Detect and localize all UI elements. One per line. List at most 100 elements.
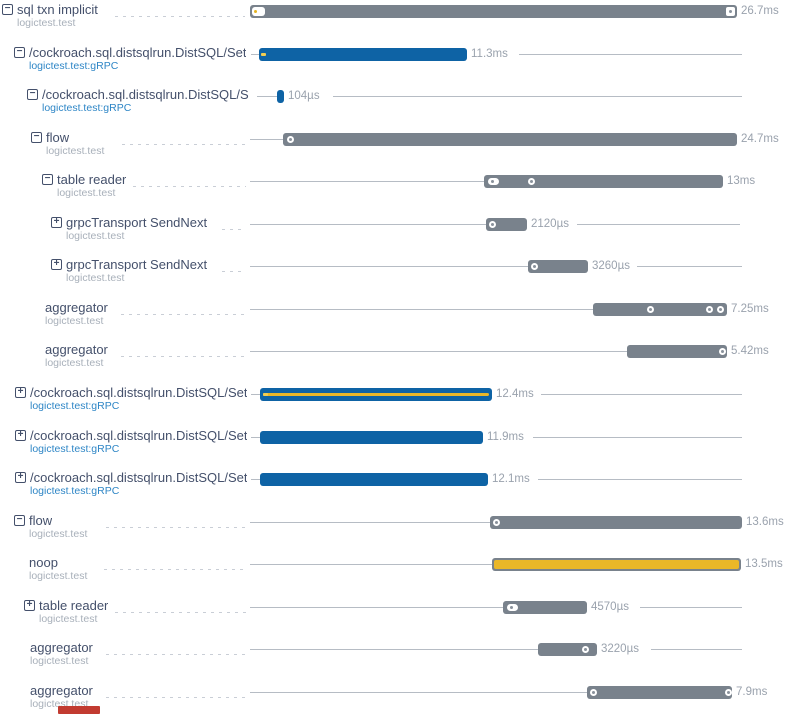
context-line-before <box>257 96 277 97</box>
span-label-block: aggregator logictest.test <box>45 299 108 328</box>
span-bar[interactable] <box>503 601 587 614</box>
context-line-after <box>519 54 742 55</box>
leader-dashed-line <box>104 569 246 570</box>
span-duration-label: 24.7ms <box>741 133 779 145</box>
context-line-before <box>250 181 484 182</box>
span-bar[interactable] <box>627 345 727 358</box>
span-duration-label: 12.1ms <box>492 473 530 485</box>
leader-dashed-line <box>115 16 245 17</box>
event-marker[interactable] <box>706 306 713 313</box>
leader-dashed-line <box>106 654 246 655</box>
span-name: /cockroach.sql.distsqlrun.DistSQL/Set <box>30 469 248 485</box>
context-line-after <box>533 437 742 438</box>
span-service-label: logictest.test:gRPC <box>29 60 119 72</box>
event-marker[interactable] <box>493 519 500 526</box>
span-duration-label: 104µs <box>288 90 320 102</box>
context-line-after <box>538 479 742 480</box>
span-duration-label: 13.5ms <box>745 558 783 570</box>
collapse-icon[interactable]: − <box>31 131 42 143</box>
span-service-label: logictest.test <box>17 17 76 29</box>
event-marker[interactable] <box>647 306 654 313</box>
event-marker[interactable] <box>287 136 294 143</box>
span-bar[interactable] <box>260 431 483 444</box>
context-line-before <box>250 522 490 523</box>
expand-icon[interactable]: + <box>15 386 26 398</box>
span-bar[interactable] <box>593 303 727 316</box>
span-duration-label: 7.9ms <box>736 686 768 698</box>
span-duration-label: 12.4ms <box>496 388 534 400</box>
span-bar[interactable] <box>283 133 737 146</box>
span-label-block: + table reader logictest.test <box>24 598 108 625</box>
span-bar[interactable] <box>250 5 737 18</box>
expand-icon[interactable]: + <box>51 216 62 228</box>
span-bar[interactable] <box>587 686 732 699</box>
span-name: grpcTransport SendNext <box>66 214 208 230</box>
event-marker[interactable] <box>531 263 538 270</box>
span-duration-label: 13ms <box>727 175 756 187</box>
event-marker[interactable] <box>582 646 589 653</box>
span-bar[interactable] <box>492 558 741 571</box>
trace-span-row: 12.1ms + /cockroach.sql.distsqlrun.DistS… <box>0 468 786 510</box>
span-service-label: logictest.test <box>46 145 105 157</box>
event-marker[interactable] <box>717 306 724 313</box>
trace-span-row: 13ms − table reader logictest.test <box>0 170 786 212</box>
span-bar[interactable] <box>528 260 588 273</box>
span-name: /cockroach.sql.distsqlrun.DistSQL/Set <box>29 44 247 60</box>
span-service-label: logictest.test <box>45 315 104 327</box>
collapse-icon[interactable]: − <box>42 173 53 185</box>
span-name: sql txn implicit <box>17 1 98 17</box>
span-label-block: + /cockroach.sql.distsqlrun.DistSQL/Set … <box>15 385 247 412</box>
leader-dashed-line <box>122 144 246 145</box>
event-marker[interactable] <box>252 7 265 16</box>
span-label-block: + /cockroach.sql.distsqlrun.DistSQL/Set … <box>15 470 247 497</box>
span-label-block: + grpcTransport SendNext logictest.test <box>51 215 207 242</box>
event-marker[interactable] <box>528 178 535 185</box>
context-line-before <box>250 224 486 225</box>
span-label-block: aggregator logictest.test <box>45 341 108 370</box>
span-name: aggregator <box>30 682 93 698</box>
expand-icon[interactable]: + <box>24 599 35 611</box>
collapse-icon[interactable]: − <box>2 3 13 15</box>
span-name: /cockroach.sql.distsqlrun.DistSQL/S <box>42 86 249 102</box>
event-marker[interactable] <box>726 7 735 16</box>
expand-icon[interactable]: + <box>15 429 26 441</box>
span-name: grpcTransport SendNext <box>66 256 208 272</box>
context-line-before <box>251 54 259 55</box>
collapse-icon[interactable]: − <box>27 88 38 100</box>
span-name: flow <box>46 129 70 145</box>
event-marker[interactable] <box>590 689 597 696</box>
collapse-icon[interactable]: − <box>14 46 25 58</box>
expand-icon[interactable]: + <box>51 258 62 270</box>
collapse-icon[interactable]: − <box>14 514 25 526</box>
span-duration-label: 13.6ms <box>746 516 784 528</box>
event-marker[interactable] <box>488 178 499 185</box>
trace-span-row: 104µs − /cockroach.sql.distsqlrun.DistSQ… <box>0 85 786 127</box>
span-bar[interactable] <box>260 388 492 401</box>
span-name: table reader <box>57 171 127 187</box>
context-line-before <box>251 437 260 438</box>
span-service-label: logictest.test <box>45 357 104 369</box>
span-service-label: logictest.test <box>66 272 125 284</box>
span-bar[interactable] <box>486 218 527 231</box>
leader-dashed-line <box>106 697 246 698</box>
span-name: aggregator <box>45 341 108 357</box>
event-marker[interactable] <box>489 221 496 228</box>
span-bar[interactable] <box>277 90 284 103</box>
leader-dashed-line <box>222 271 246 272</box>
expand-icon[interactable]: + <box>15 471 26 483</box>
context-line-after <box>577 224 740 225</box>
trace-span-row: 26.7ms − sql txn implicit logictest.test <box>0 0 786 42</box>
span-bar[interactable] <box>490 516 742 529</box>
event-marker[interactable] <box>263 393 268 396</box>
span-bar[interactable] <box>484 175 723 188</box>
trace-span-row: 11.9ms + /cockroach.sql.distsqlrun.DistS… <box>0 426 786 468</box>
span-name: aggregator <box>45 299 108 315</box>
event-marker[interactable] <box>507 604 518 611</box>
event-marker[interactable] <box>261 53 266 56</box>
event-marker[interactable] <box>719 348 726 355</box>
event-marker[interactable] <box>725 689 732 696</box>
trace-span-row: 3220µs aggregator logictest.test <box>0 638 786 680</box>
span-bar[interactable] <box>259 48 467 61</box>
span-bar[interactable] <box>260 473 488 486</box>
span-label-block: noop logictest.test <box>29 555 87 583</box>
